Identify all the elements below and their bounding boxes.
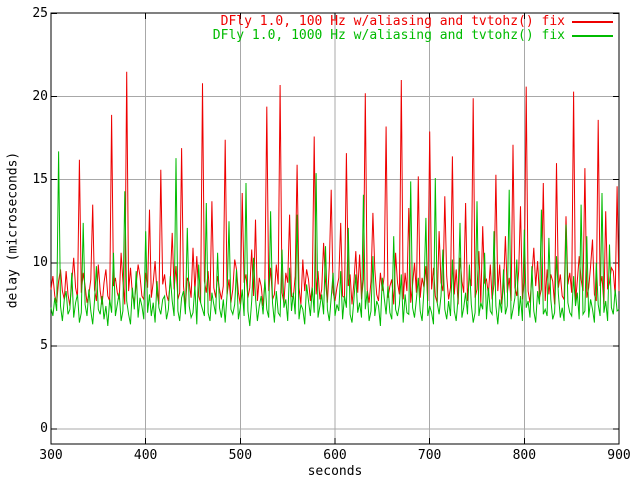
x-tick-label: 900 (607, 448, 631, 463)
series-line-100hz (50, 71, 620, 307)
x-tick-label: 600 (323, 448, 347, 463)
x-tick-label: 500 (228, 448, 253, 463)
y-tick-label: 0 (40, 421, 48, 436)
y-tick-label: 15 (32, 171, 48, 187)
x-axis-label: seconds (307, 464, 363, 479)
legend-line-sample-100hz (572, 21, 613, 23)
x-tick-label: 300 (39, 448, 63, 463)
x-tick-label: 400 (133, 448, 158, 463)
legend-label-100hz: DFly 1.0, 100 Hz w/aliasing and tvtohz()… (220, 14, 565, 29)
y-tick-label: 25 (32, 5, 48, 21)
series-line-1000hz (50, 151, 620, 327)
x-tick-label: 800 (512, 448, 537, 463)
legend-label-1000hz: DFly 1.0, 1000 Hz w/aliasing and tvtohz(… (212, 28, 565, 43)
y-tick-label: 5 (40, 337, 48, 353)
y-tick-label: 10 (32, 254, 48, 270)
legend-line-sample-1000hz (572, 35, 613, 37)
x-tick-label: 700 (417, 448, 442, 463)
y-tick-label: 20 (32, 88, 48, 104)
